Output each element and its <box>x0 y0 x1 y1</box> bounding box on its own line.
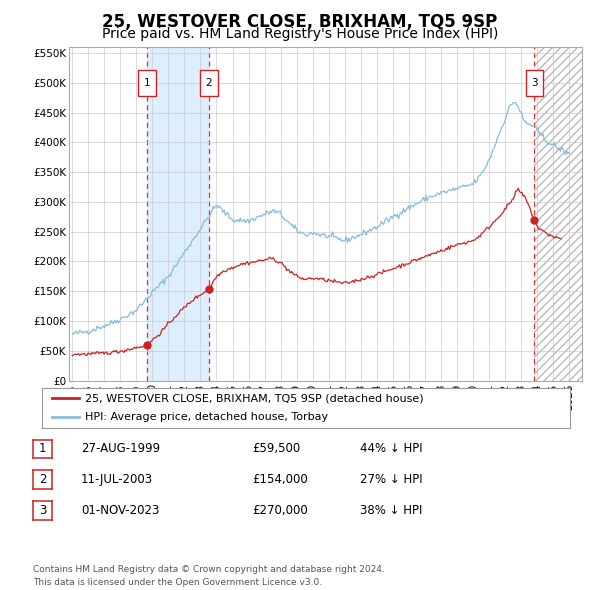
Text: 25, WESTOVER CLOSE, BRIXHAM, TQ5 9SP: 25, WESTOVER CLOSE, BRIXHAM, TQ5 9SP <box>103 13 497 31</box>
Bar <box>535 47 582 381</box>
FancyBboxPatch shape <box>200 70 218 96</box>
Text: £270,000: £270,000 <box>252 504 308 517</box>
Text: 3: 3 <box>39 504 46 517</box>
Text: 2: 2 <box>39 473 46 486</box>
FancyBboxPatch shape <box>138 70 155 96</box>
Text: £154,000: £154,000 <box>252 473 308 486</box>
FancyBboxPatch shape <box>526 70 543 96</box>
Text: 1: 1 <box>39 442 46 455</box>
Text: 01-NOV-2023: 01-NOV-2023 <box>81 504 160 517</box>
Text: 1: 1 <box>143 78 150 88</box>
Text: 44% ↓ HPI: 44% ↓ HPI <box>360 442 422 455</box>
Text: Price paid vs. HM Land Registry's House Price Index (HPI): Price paid vs. HM Land Registry's House … <box>102 27 498 41</box>
Text: 25, WESTOVER CLOSE, BRIXHAM, TQ5 9SP (detached house): 25, WESTOVER CLOSE, BRIXHAM, TQ5 9SP (de… <box>85 394 424 404</box>
Text: 3: 3 <box>531 78 538 88</box>
Bar <box>147 47 209 381</box>
Text: Contains HM Land Registry data © Crown copyright and database right 2024.
This d: Contains HM Land Registry data © Crown c… <box>33 565 385 587</box>
Text: 11-JUL-2003: 11-JUL-2003 <box>81 473 153 486</box>
Text: £59,500: £59,500 <box>252 442 300 455</box>
Text: 2: 2 <box>206 78 212 88</box>
Text: 38% ↓ HPI: 38% ↓ HPI <box>360 504 422 517</box>
Text: 27% ↓ HPI: 27% ↓ HPI <box>360 473 422 486</box>
Text: 27-AUG-1999: 27-AUG-1999 <box>81 442 160 455</box>
Text: HPI: Average price, detached house, Torbay: HPI: Average price, detached house, Torb… <box>85 412 328 422</box>
Bar <box>535 47 582 381</box>
